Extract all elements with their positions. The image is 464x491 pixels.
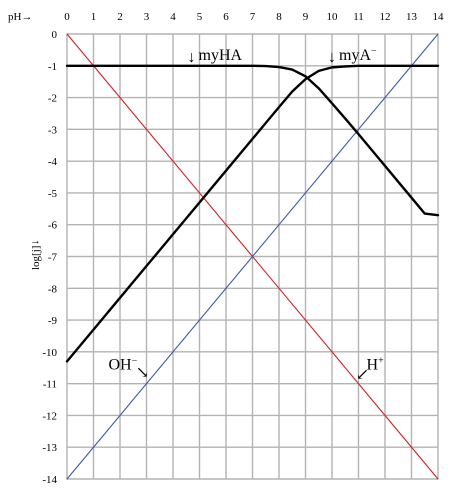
y-tick-label: -14 — [42, 474, 57, 486]
annotation-arrow: ↙ — [356, 367, 369, 384]
annotation-h: ↙H+ — [356, 356, 384, 384]
annotation-label: OH− — [109, 356, 138, 374]
annotation-label: myHA — [199, 47, 243, 64]
y-tick-label: -7 — [48, 252, 58, 264]
y-axis-title-group: log[j] → — [30, 235, 42, 270]
y-tick-label: -4 — [48, 156, 58, 168]
annotation-arrow: ↓ — [328, 49, 336, 66]
x-tick-label: 13 — [406, 11, 418, 23]
annotation-arrow: ↓ — [188, 49, 196, 66]
x-tick-label: 8 — [276, 11, 282, 23]
y-tick-label: -1 — [48, 61, 57, 73]
x-tick-label: 2 — [117, 11, 123, 23]
annotation-myha: ↓ myHA — [188, 47, 243, 66]
x-tick-label: 11 — [353, 11, 364, 23]
x-tick-label: 4 — [170, 11, 176, 23]
x-tick-label: 12 — [380, 11, 391, 23]
y-axis-title: log[j] — [30, 246, 42, 270]
y-tick-label: -9 — [48, 315, 58, 327]
y-tick-label: -12 — [42, 410, 57, 422]
x-tick-label: 10 — [327, 11, 339, 23]
x-tick-label: 9 — [303, 11, 309, 23]
annotation-label: myA− — [339, 46, 377, 64]
annotation-oh: ↘OH− — [109, 356, 150, 382]
x-tick-label: 14 — [433, 11, 445, 23]
series-line-oh — [66, 33, 439, 480]
x-tick-label: 5 — [197, 11, 203, 23]
x-axis-title: pH→ — [8, 11, 32, 23]
series-line-mya — [65, 64, 440, 363]
y-tick-label: -3 — [48, 124, 58, 136]
series-lines — [65, 33, 440, 480]
x-tick-label: 6 — [223, 11, 229, 23]
y-axis-arrow: → — [30, 235, 41, 247]
annotation-mya: ↓ myA− — [328, 46, 377, 66]
y-tick-label: -10 — [42, 347, 57, 359]
x-tick-labels: 0 1 2 3 4 5 6 7 8 9 10 11 12 13 14 — [64, 11, 444, 23]
y-tick-label: -8 — [48, 283, 58, 295]
y-tick-label: -2 — [48, 93, 57, 105]
x-tick-label: 0 — [64, 11, 70, 23]
y-tick-label: -13 — [42, 442, 57, 454]
y-tick-label: 0 — [52, 29, 58, 41]
y-tick-label: -11 — [43, 379, 57, 391]
annotations: ↓ myHA ↓ myA−↘OH−↙H+ — [109, 46, 385, 384]
x-tick-label: 7 — [250, 11, 256, 23]
y-tick-labels: 0 -1 -2 -3 -4 -5 -6 -7 -8 -9 -10 -11 -12 -13 -14 — [42, 29, 57, 486]
x-tick-label: 3 — [144, 11, 150, 23]
x-tick-label: 1 — [91, 11, 97, 23]
series-line-myha — [65, 64, 440, 217]
annotation-label: H+ — [367, 356, 385, 374]
annotation-arrow: ↘ — [136, 365, 149, 382]
y-tick-label: -6 — [48, 220, 58, 232]
y-tick-label: -5 — [48, 188, 58, 200]
